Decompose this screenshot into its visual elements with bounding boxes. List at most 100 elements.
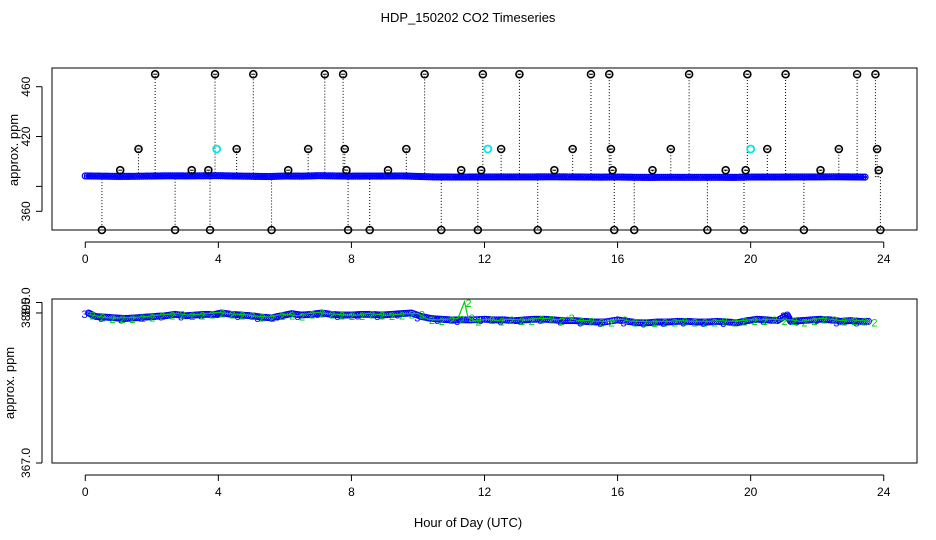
series-2-point: 2: [90, 310, 96, 322]
series-2-point: 2: [119, 314, 125, 326]
series-3-point: 3: [394, 310, 400, 322]
top-flag-point: [496, 144, 506, 154]
series-3-point: 3: [82, 309, 88, 321]
top-flag-point: [762, 144, 772, 154]
series-2-point: 2: [329, 310, 335, 322]
series-2-point: 2: [642, 317, 648, 329]
top-flag-point: [283, 165, 293, 175]
series-2-point: 2: [359, 311, 365, 323]
top-x-tick-label: 16: [611, 252, 625, 266]
series-3-point: 3: [255, 313, 261, 325]
series-2-point: 2: [772, 315, 778, 327]
top-flag-point: [205, 225, 215, 235]
series-3-point: 3: [740, 317, 746, 329]
series-2-point: 2: [429, 315, 435, 327]
series-3-point: 3: [557, 317, 563, 329]
top-flag-point: [204, 165, 213, 175]
top-y-axis-label: approx. ppm: [6, 114, 21, 186]
top-flag-point: [456, 165, 466, 175]
series-2-point: 2: [489, 315, 495, 327]
series-2-point: 2: [821, 315, 827, 327]
top-baseline-layer: [81, 172, 869, 182]
top-flag-point: [604, 69, 614, 79]
bottom-x-tick-label: 4: [215, 485, 222, 499]
top-x-tick-label: 8: [348, 252, 355, 266]
series-3-point: 3: [334, 311, 340, 323]
top-flag-point: [420, 69, 429, 79]
series-2-point: 2: [299, 312, 305, 324]
top-highlight-point: [212, 144, 222, 154]
series-2-point: 2: [702, 317, 708, 329]
series-2-point: 2: [622, 315, 628, 327]
top-flag-point: [781, 69, 790, 79]
series-2-point: 2: [139, 313, 145, 325]
series-2-point: 2: [199, 310, 205, 322]
top-flag-point: [666, 144, 676, 154]
series-3-point: 3: [235, 311, 241, 323]
top-flag-point: [741, 165, 750, 175]
series-2-point: 2: [569, 313, 575, 325]
series-3-point: 3: [274, 312, 280, 324]
series-3-point: 3: [813, 315, 819, 327]
series-2-point: 2: [811, 316, 817, 328]
series-2-point: 2: [129, 314, 135, 326]
series-2-point: 2: [149, 312, 155, 324]
series-2-point: 2: [499, 317, 505, 329]
top-plot-frame: [51, 67, 918, 231]
top-y-axis: 360 420 460: [19, 76, 43, 221]
series-3-point: 3: [374, 311, 380, 323]
top-flag-point: [97, 225, 107, 235]
series-3-point: 3: [577, 317, 583, 329]
top-x-tick-label: 20: [744, 252, 758, 266]
series-3-point: 3: [537, 315, 543, 327]
series-3-point: 3: [178, 312, 184, 324]
top-flag-point: [872, 144, 882, 154]
bottom-x-axis: 0 4 8 12 16 20 24: [82, 474, 891, 499]
top-x-tick-label: 12: [478, 252, 492, 266]
series-3-point: 3: [497, 316, 503, 328]
top-x-tick-label: 0: [82, 252, 89, 266]
top-flag-point: [874, 165, 884, 175]
series-2-point: 2: [851, 316, 857, 328]
top-highlight-point: [483, 144, 493, 154]
top-flag-point: [383, 165, 393, 175]
bottom-panel: approx. ppm 0 4 8 12 16 20 24 367.0388.5390.0 …: [2, 287, 918, 499]
series-3-point: 3: [680, 317, 686, 329]
top-panel: approx. ppm 0 4 8 12 16 20 24 360 420 460: [6, 67, 918, 266]
top-flag-point: [248, 69, 258, 79]
series-2-point: 2: [712, 317, 718, 329]
series-3-point: 3: [780, 311, 786, 323]
top-flag-point: [303, 144, 313, 154]
top-baseline-point: [859, 173, 867, 181]
series-3-point: 3: [354, 310, 360, 322]
series-2-point: 2: [831, 315, 837, 327]
series-2-point: 2: [579, 317, 585, 329]
bottom-series-layer: 3 3 3 3 3 3 3 3 3 3 3 3 3 3 3 3 3 3 3 3 3 3 3 3 3 3 3 3 3 3 3 3 3 3 3 3 3 3 3 3…: [82, 298, 878, 331]
bottom-x-tick-label: 24: [877, 485, 891, 499]
series-2-point: 2: [229, 310, 235, 322]
series-2-point: 2: [349, 311, 355, 323]
series-3-point: 3: [198, 310, 204, 322]
top-flag-point: [799, 225, 809, 235]
chart-title: HDP_150202 CO2 Timeseries: [381, 10, 556, 25]
series-2-point: 2: [399, 310, 405, 322]
series-2-point: 2: [179, 310, 185, 322]
series-2-point: 2: [549, 315, 555, 327]
series-2-point: 2: [672, 317, 678, 329]
series-3-point: 3: [833, 317, 839, 329]
series-2-point: 2: [449, 315, 455, 327]
series-2-point: 2: [841, 317, 847, 329]
series-2-point: 2: [589, 317, 595, 329]
series-2-point: 2: [599, 317, 605, 329]
series-2-point: 2: [539, 315, 545, 327]
top-y-tick-label: 460: [19, 76, 33, 96]
top-flag-point: [320, 69, 330, 79]
bottom-x-tick-label: 16: [611, 485, 625, 499]
top-flag-point: [721, 165, 731, 175]
series-2-point: 2: [209, 310, 215, 322]
series-2-point: 2: [249, 311, 255, 323]
top-flag-point: [343, 225, 353, 235]
series-2-point: 2: [465, 298, 471, 310]
top-x-tick-label: 4: [215, 252, 222, 266]
top-flag-point: [402, 144, 411, 154]
